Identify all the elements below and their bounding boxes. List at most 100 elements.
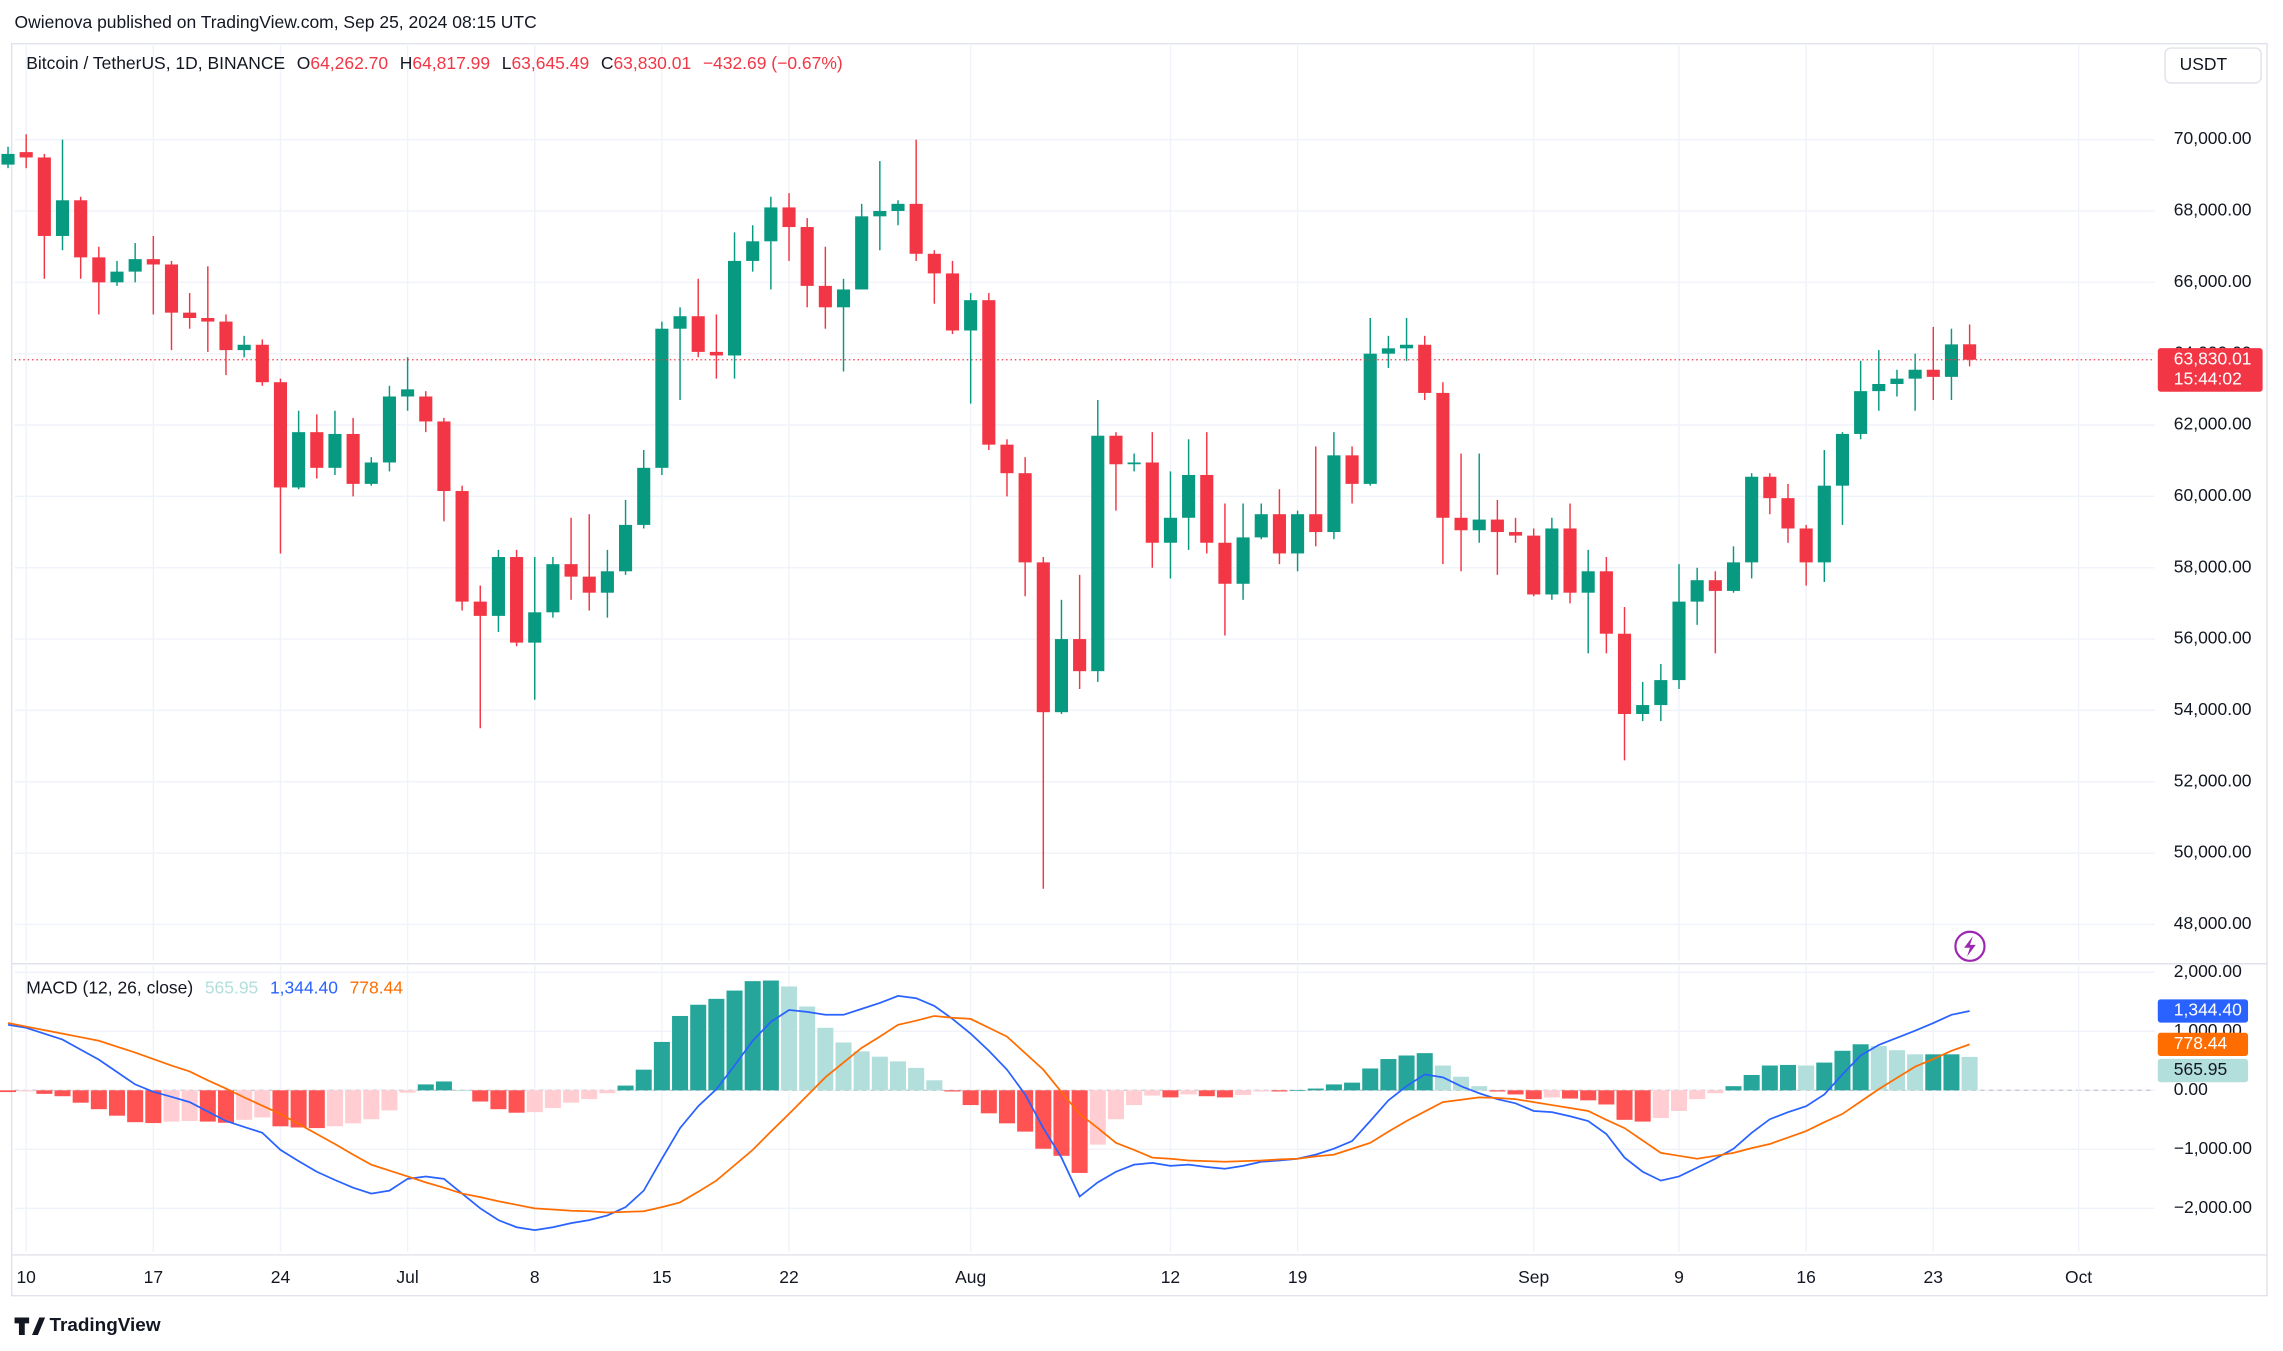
histogram-bar [1580, 1090, 1597, 1101]
signal-value: 778.44 [350, 977, 404, 997]
histogram-bar [744, 981, 761, 1091]
candle-body [164, 264, 179, 313]
candle-body [982, 300, 996, 445]
y-tick-label: 2,000.00 [2174, 961, 2242, 981]
histogram-bar [54, 1090, 71, 1097]
candle-body [473, 601, 487, 616]
chart-frame [10, 42, 2268, 1297]
x-tick-label: Aug [955, 1267, 986, 1287]
histogram-bar [908, 1067, 925, 1091]
histogram-bar [145, 1090, 162, 1124]
candle-body [800, 227, 814, 286]
candle-body [528, 612, 542, 643]
candle-body [1182, 474, 1196, 518]
x-tick-label: Sep [1518, 1267, 1549, 1287]
candle-body [1908, 369, 1922, 379]
candle-body [727, 260, 742, 356]
histogram-bar [1471, 1086, 1488, 1091]
candle-body [546, 564, 560, 613]
histogram-bar [799, 1006, 816, 1091]
candle-body [782, 207, 796, 228]
histogram-bar [345, 1090, 362, 1124]
histogram-bar [1925, 1054, 1942, 1091]
histogram-value: 565.95 [205, 977, 258, 997]
histogram-bar [36, 1090, 53, 1094]
candle-body [1708, 580, 1722, 591]
histogram-bar [1107, 1090, 1124, 1120]
histogram-bar [0, 1090, 17, 1093]
candle-body [273, 382, 288, 488]
histogram-bar [454, 1090, 471, 1092]
candle-body [1436, 392, 1450, 518]
candle-body [1763, 476, 1777, 499]
histogram-bar [726, 990, 743, 1091]
y-tick-label: −1,000.00 [2174, 1138, 2252, 1158]
x-tick-label: 15 [652, 1267, 671, 1287]
x-tick-label: Oct [2065, 1267, 2092, 1287]
candle-body [1835, 433, 1850, 486]
candle-body [1200, 474, 1214, 543]
candle-body [1091, 435, 1105, 672]
ohlc-key: L [502, 53, 512, 73]
candle-body [1018, 473, 1032, 563]
candle-body [1563, 528, 1577, 593]
histogram-bar [998, 1090, 1015, 1124]
candle-body [1036, 562, 1050, 713]
candle-body [1345, 455, 1359, 484]
candle-body [1309, 514, 1323, 533]
histogram-bar [236, 1090, 253, 1120]
y-tick-label: 60,000.00 [2174, 485, 2252, 505]
histogram-bar [762, 980, 779, 1091]
histogram-bar [308, 1090, 325, 1129]
candle-body [1636, 705, 1650, 714]
histogram-bar [272, 1090, 289, 1127]
last-price-label: 63,830.01 [2174, 348, 2252, 368]
logo-mark [14, 1317, 46, 1335]
histogram-bar [944, 1090, 961, 1092]
histogram-bar [1017, 1090, 1034, 1132]
histogram-bar [1507, 1090, 1524, 1095]
x-tick-label: 12 [1161, 1267, 1180, 1287]
histogram-bar [90, 1090, 107, 1110]
histogram-bar [1362, 1068, 1379, 1091]
histogram-bar [1907, 1054, 1924, 1091]
candle-body [255, 344, 269, 383]
histogram-bar [672, 1015, 689, 1091]
candle-body [1127, 462, 1141, 465]
candle-body [709, 351, 723, 356]
candle-body [1363, 353, 1377, 484]
histogram-bar [599, 1090, 616, 1094]
histogram-bar [1162, 1090, 1179, 1098]
candle-body [510, 557, 524, 643]
candle-body [945, 273, 960, 331]
candle-body [1381, 348, 1395, 354]
histogram-bar [363, 1090, 380, 1120]
candle-body [1745, 476, 1759, 563]
histogram-bar [853, 1051, 870, 1091]
candle-body [1218, 542, 1232, 584]
candle-body [1472, 519, 1486, 531]
x-tick-label: 8 [530, 1267, 540, 1287]
histogram-bar [127, 1090, 144, 1123]
candle-body [128, 259, 142, 272]
currency-label[interactable]: USDT [2180, 54, 2228, 74]
currency-button[interactable] [2164, 47, 2262, 84]
histogram-bar [1253, 1090, 1270, 1092]
candle-body [1527, 535, 1541, 595]
histogram-bar [417, 1084, 434, 1091]
candle-body [1545, 528, 1559, 595]
histogram-bar [290, 1090, 307, 1128]
candle-body [927, 253, 941, 274]
histogram-bar [1725, 1086, 1742, 1091]
value-badge-label: 1,344.40 [2174, 1000, 2242, 1020]
candle-body [836, 289, 851, 308]
histogram-bar [1144, 1090, 1161, 1096]
ohlc-key: H [400, 53, 413, 73]
x-tick-label: 16 [1796, 1267, 1815, 1287]
histogram-bar [980, 1090, 997, 1114]
event-icon[interactable] [1954, 930, 1986, 962]
candle-body [328, 433, 342, 468]
macd-line [7, 1015, 1970, 1214]
x-tick-label: 24 [271, 1267, 291, 1287]
